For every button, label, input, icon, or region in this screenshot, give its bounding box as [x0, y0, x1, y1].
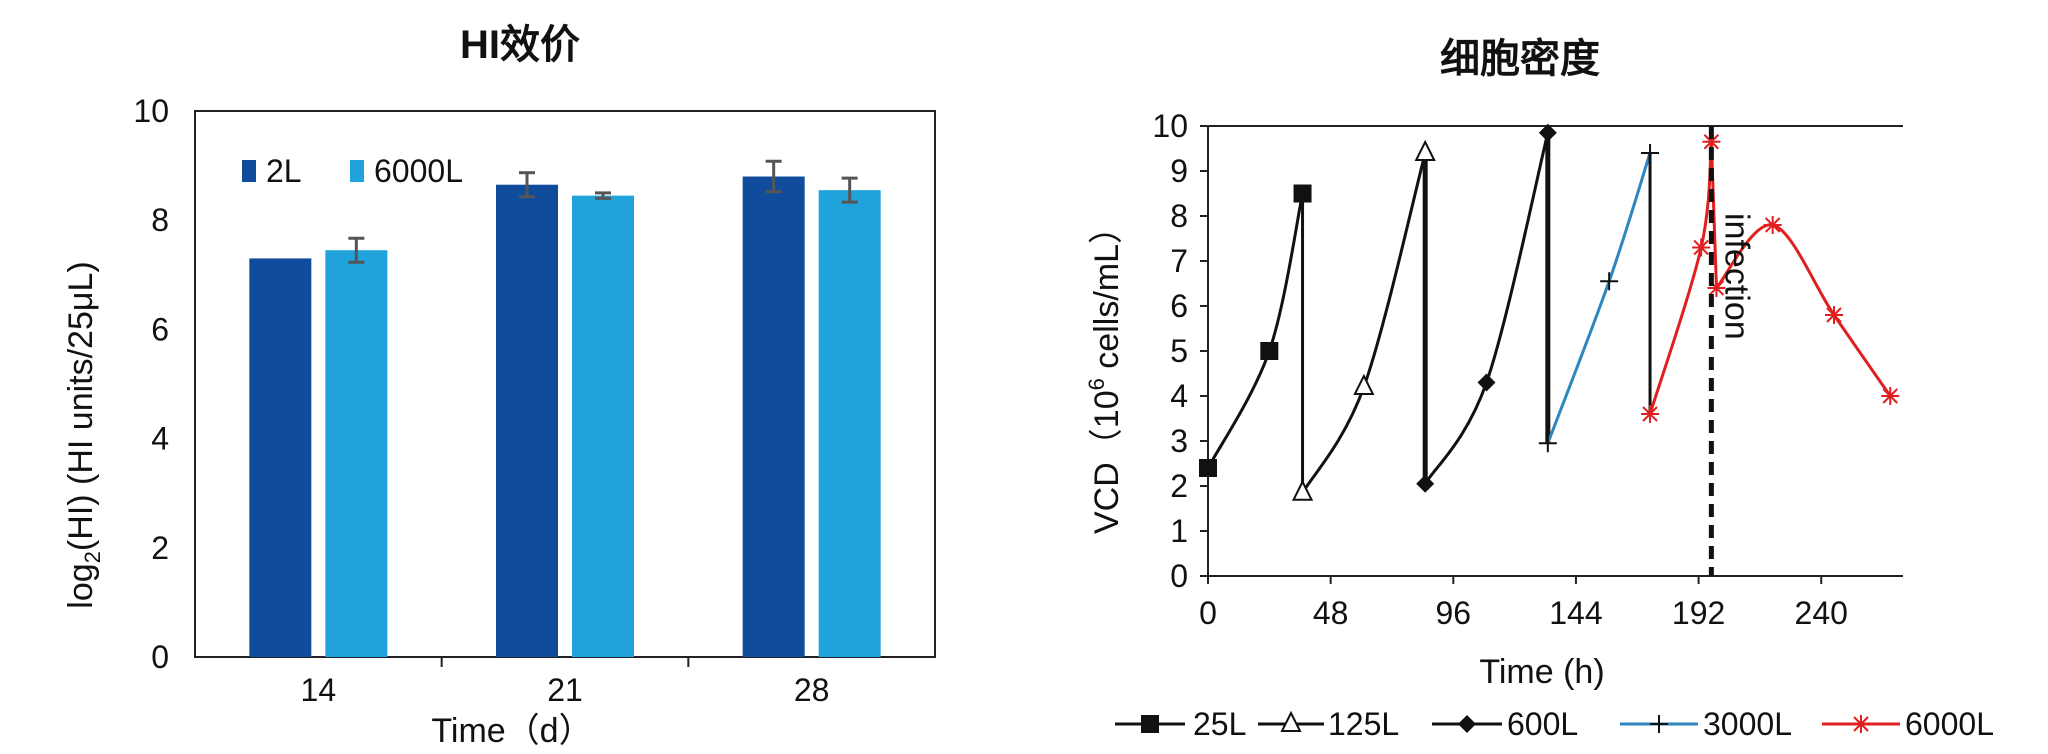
- bar-chart-title: HI效价: [460, 23, 580, 67]
- bar-6000l-day14: [325, 250, 388, 658]
- line-x-tick-label: 0: [1199, 595, 1217, 631]
- marker-diamond: [1458, 715, 1476, 733]
- series-drop: [1709, 141, 1718, 289]
- line-series: [1199, 123, 1900, 501]
- marker-diamond: [1538, 123, 1557, 142]
- line-y-tick-label: 3: [1170, 423, 1188, 459]
- svg-text:VCD（106 cells/mL）: VCD（106 cells/mL）: [1084, 210, 1126, 534]
- bar-x-tick-label: 14: [301, 672, 337, 708]
- line-y-tick-label: 8: [1170, 198, 1188, 234]
- marker-square: [1141, 715, 1159, 733]
- line-y-tick-label: 10: [1152, 108, 1188, 144]
- marker-square: [1260, 342, 1279, 360]
- bar-legend: 2L 6000L: [242, 153, 463, 189]
- line-x-tick-label: 192: [1672, 595, 1725, 631]
- line-chart-title: 细胞密度: [1440, 37, 1600, 81]
- line-y-tick-label: 0: [1170, 558, 1188, 594]
- line-x-tick-label: 96: [1435, 595, 1471, 631]
- series-line: [1301, 152, 1427, 494]
- marker-diamond: [1416, 474, 1435, 493]
- bar-series: [249, 159, 881, 658]
- bar-x-tick-labels: 14 21 28: [301, 672, 830, 708]
- marker-diamond: [1477, 373, 1496, 392]
- line-x-tick-label: 144: [1549, 595, 1602, 631]
- marker-star: [1826, 307, 1842, 323]
- bar-y-tick-label: 10: [133, 93, 169, 129]
- marker-star: [1693, 239, 1709, 256]
- infection-label: infection: [1717, 213, 1755, 340]
- bar-6000l-day28: [818, 190, 881, 658]
- line-y-tick-label: 6: [1170, 288, 1188, 324]
- marker-square: [1199, 459, 1217, 477]
- bar-y-tick-label: 0: [151, 639, 169, 675]
- series-line: [1546, 152, 1652, 444]
- line-y-axis-label: VCD（106 cells/mL）: [1084, 210, 1126, 534]
- series-125l: [1291, 139, 1436, 501]
- series-3000l: [1538, 144, 1660, 453]
- line-x-axis-label: Time (h): [1479, 653, 1604, 691]
- bar-y-tick-label: 8: [151, 202, 169, 238]
- legend-label-600l: 600L: [1507, 706, 1578, 742]
- line-y-tick-label: 5: [1170, 333, 1188, 369]
- bar-plot-frame: [194, 110, 936, 658]
- cell-density-line-chart: 细胞密度 0 1 2 3 4 5 6 7 8 9 10 0 48 96 144 192 240 infecti…: [1084, 37, 1994, 742]
- bar-y-tick-label: 6: [151, 311, 169, 347]
- line-y-tick-label: 7: [1170, 243, 1188, 279]
- marker-star: [1882, 388, 1898, 404]
- series-line: [1206, 193, 1305, 469]
- marker-star: [1642, 406, 1658, 422]
- line-x-tick-labels: 0 48 96 144 192 240: [1199, 595, 1848, 631]
- bar-y-tick-labels: 0 2 4 6 8 10: [133, 93, 169, 675]
- series-25l: [1199, 184, 1312, 491]
- line-axes: [1200, 125, 1903, 584]
- bar-2l-day21: [496, 184, 558, 657]
- infection-annotation: infection: [1717, 213, 1755, 340]
- legend-label-3000l: 3000L: [1703, 706, 1792, 742]
- line-y-tick-label: 9: [1170, 153, 1188, 189]
- line-x-tick-label: 240: [1795, 595, 1848, 631]
- line-y-tick-label: 4: [1170, 378, 1188, 414]
- legend-label-125l: 125L: [1328, 706, 1399, 742]
- marker-triangle: [1291, 479, 1314, 501]
- legend-label-6000l: 6000L: [374, 153, 463, 189]
- line-y-tick-label: 2: [1170, 468, 1188, 504]
- bar-x-tick-label: 28: [794, 672, 830, 708]
- bar-6000l-day21: [572, 195, 634, 657]
- series-line: [1715, 223, 1892, 397]
- bar-2l-day28: [742, 176, 805, 657]
- series-line: [1648, 141, 1713, 415]
- legend-label-6000l-line: 6000L: [1905, 706, 1994, 742]
- legend-label-2l: 2L: [266, 153, 302, 189]
- marker-triangle: [1414, 139, 1436, 161]
- bar-y-tick-label: 2: [151, 530, 169, 566]
- bar-2l-day14: [249, 258, 312, 657]
- marker-star: [1703, 134, 1720, 150]
- marker-square: [1293, 184, 1312, 203]
- marker-star: [1764, 217, 1781, 233]
- bar-x-tick-label: 21: [547, 672, 583, 708]
- series-6000l: [1641, 132, 1900, 423]
- marker-triangle: [1280, 710, 1302, 732]
- series-line: [1423, 132, 1550, 485]
- bar-axes: [194, 110, 936, 667]
- bar-x-axis-label: Time（d）: [431, 712, 592, 750]
- bar-y-axis-label: log2(HI) (HI units/25μL): [62, 261, 105, 608]
- line-y-tick-labels: 0 1 2 3 4 5 6 7 8 9 10: [1152, 108, 1188, 594]
- legend-swatch-2l: [242, 160, 256, 182]
- bar-y-tick-label: 4: [151, 421, 169, 457]
- legend-label-25l: 25L: [1193, 706, 1246, 742]
- line-legend: 25L 125L 600L 3000L 6000L: [1115, 706, 1994, 742]
- marker-star: [1853, 716, 1869, 732]
- line-y-tick-label: 1: [1170, 513, 1188, 549]
- legend-swatch-6000l: [350, 160, 364, 182]
- marker-triangle: [1353, 373, 1375, 395]
- marker-star: [1708, 280, 1725, 296]
- line-x-tick-label: 48: [1313, 595, 1349, 631]
- hi-titer-bar-chart: HI效价 0 2 4 6 8 10 14 21 28 2L 6000L Time（d） log…: [62, 23, 936, 750]
- series-600l: [1416, 123, 1557, 493]
- svg-text:log2(HI) (HI units/25μL): log2(HI) (HI units/25μL): [62, 261, 105, 608]
